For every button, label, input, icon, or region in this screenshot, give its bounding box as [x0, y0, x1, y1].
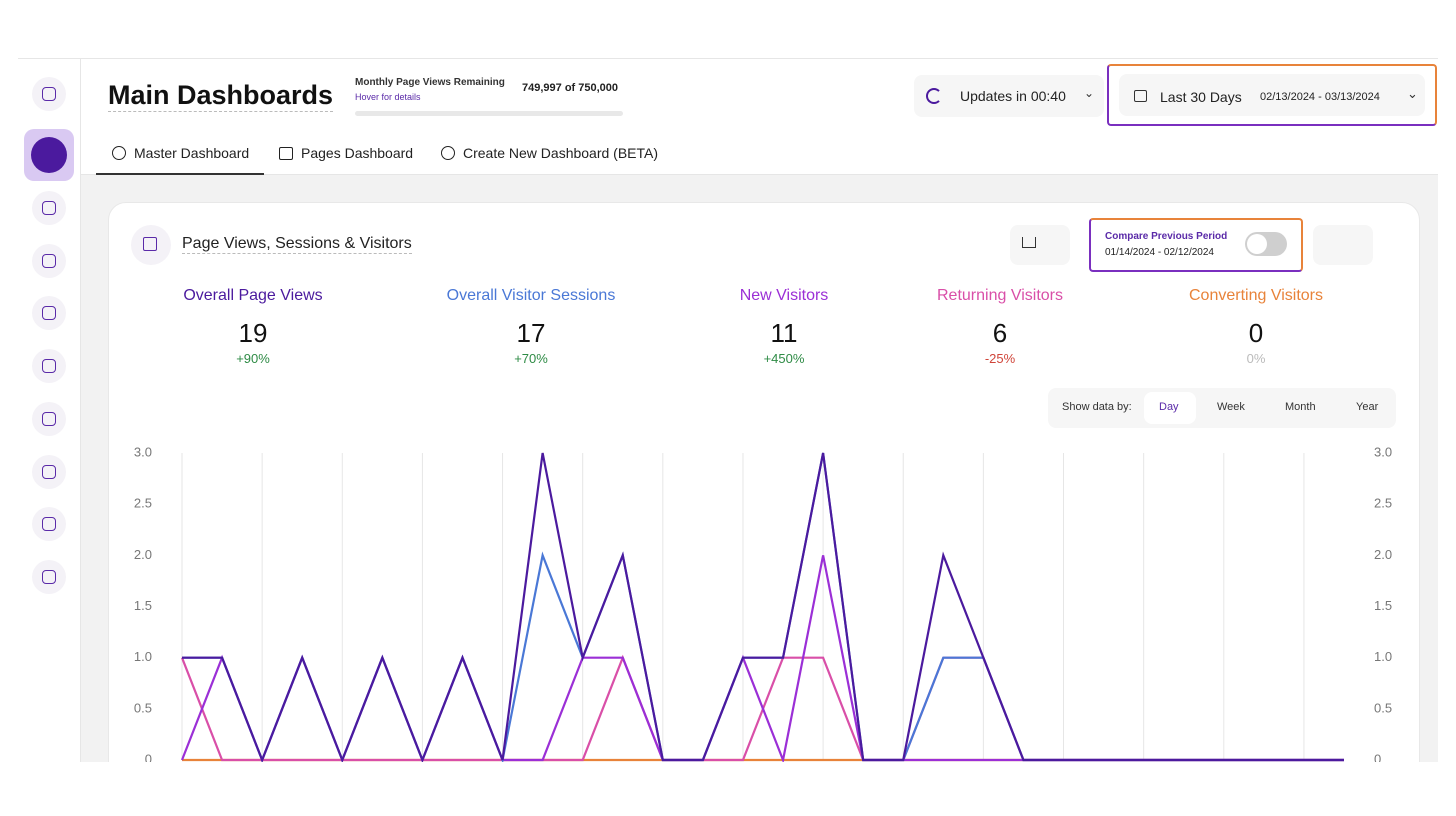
tab[interactable]: Pages Dashboard — [279, 145, 413, 161]
metric-label: Returning Visitors — [937, 287, 1063, 304]
period-option[interactable]: Month — [1285, 401, 1316, 413]
metric-value: 19 — [238, 318, 268, 348]
range-label: Last 30 Days — [1160, 89, 1242, 105]
series-line — [182, 452, 1344, 762]
sidebar-active[interactable] — [24, 129, 74, 181]
sidebar-icon[interactable] — [32, 455, 66, 489]
app: Main Dashboards Monthly Page Views Remai… — [18, 58, 1438, 762]
metric-label: Overall Page Views — [183, 287, 323, 304]
export-button[interactable] — [1010, 225, 1070, 265]
sidebar-icon[interactable] — [32, 349, 66, 383]
tabs-border — [81, 174, 1438, 175]
tab-label: Pages Dashboard — [301, 145, 414, 161]
compare-box: Compare Previous Period 01/14/2024 - 02/… — [1089, 218, 1303, 272]
show-by-label: Show data by: — [1062, 401, 1132, 413]
sidebar-icon[interactable] — [32, 560, 66, 594]
sidebar-icon[interactable] — [32, 244, 66, 278]
compare-label: Compare Previous Period — [1105, 231, 1228, 242]
settings-button[interactable] — [1313, 225, 1373, 265]
metric-label: Overall Visitor Sessions — [446, 287, 616, 304]
metric-value: 6 — [992, 318, 1008, 348]
y2-tick-label: 3.0 — [1374, 444, 1392, 459]
sidebar-icon[interactable] — [32, 296, 66, 330]
y2-tick-label: 0.5 — [1374, 700, 1392, 715]
y2-tick-label: 0 — [1374, 751, 1381, 762]
metric-value: 0 — [1248, 318, 1264, 348]
quota-value: 749,997 of 750,000 — [522, 82, 619, 94]
updates-text: Updates in 00:40 — [960, 88, 1066, 104]
metric-change: +90% — [236, 351, 270, 366]
period-selector — [1048, 388, 1396, 428]
y-tick-label: 2.0 — [134, 547, 152, 562]
period-option[interactable]: Day — [1159, 401, 1179, 413]
tab[interactable]: Master Dashboard — [112, 145, 249, 161]
series-line — [182, 452, 1344, 762]
date-range[interactable]: Last 30 Days 02/13/2024 - 03/13/2024 ⌄ — [1107, 64, 1437, 126]
metric-label: Converting Visitors — [1189, 287, 1323, 304]
period-option[interactable]: Week — [1217, 401, 1245, 413]
y2-tick-label: 1.0 — [1374, 649, 1392, 664]
metric-value: 17 — [516, 318, 546, 348]
range-dates: 02/13/2024 - 03/13/2024 — [1260, 91, 1380, 103]
compare-toggle[interactable] — [1245, 232, 1287, 256]
y-tick-label: 1.0 — [134, 649, 152, 664]
card-icon — [131, 225, 171, 265]
updates-button[interactable]: Updates in 00:40 ⌄ — [914, 75, 1104, 117]
quota-label: Monthly Page Views Remaining — [355, 77, 505, 88]
period-option[interactable]: Year — [1356, 401, 1379, 413]
metric-change: +70% — [514, 351, 548, 366]
y2-tick-label: 1.5 — [1374, 598, 1392, 613]
y2-tick-label: 2.5 — [1374, 496, 1392, 511]
sidebar-toggle[interactable] — [32, 77, 66, 111]
y-tick-label: 0 — [145, 751, 152, 762]
y-tick-label: 1.5 — [134, 598, 152, 613]
metric-change: -25% — [984, 351, 1016, 366]
sidebar-icon[interactable] — [32, 191, 66, 225]
page-title: Main Dashboards — [108, 80, 334, 112]
quota-bar — [355, 111, 623, 116]
metric-change: +450% — [763, 351, 805, 366]
tab-active-underline — [96, 173, 264, 175]
top-border — [18, 58, 1438, 59]
tab[interactable]: Create New Dashboard (BETA) — [441, 145, 658, 161]
card — [108, 202, 1420, 762]
y-tick-label: 0.5 — [134, 700, 152, 715]
quota-link[interactable]: Hover for details — [355, 92, 421, 102]
sidebar-icon[interactable] — [32, 402, 66, 436]
metric-change: 0% — [1246, 351, 1266, 366]
sidebar-border — [80, 58, 81, 762]
card-title: Page Views, Sessions & Visitors — [182, 235, 412, 254]
y-tick-label: 2.5 — [134, 496, 152, 511]
metric-value: 11 — [770, 318, 798, 348]
sidebar-icon[interactable] — [32, 507, 66, 541]
y-tick-label: 3.0 — [134, 444, 152, 459]
y2-tick-label: 2.0 — [1374, 547, 1392, 562]
tab-label: Create New Dashboard (BETA) — [463, 145, 659, 161]
tab-label: Master Dashboard — [134, 145, 250, 161]
compare-dates: 01/14/2024 - 02/12/2024 — [1105, 247, 1214, 258]
chart: 0 0.5 1.0 1.5 2.0 2.5 3.0 0 0.5 1.0 1.5 2.0 2.5 3.0 — [134, 444, 1392, 762]
metric-label: New Visitors — [739, 287, 829, 304]
